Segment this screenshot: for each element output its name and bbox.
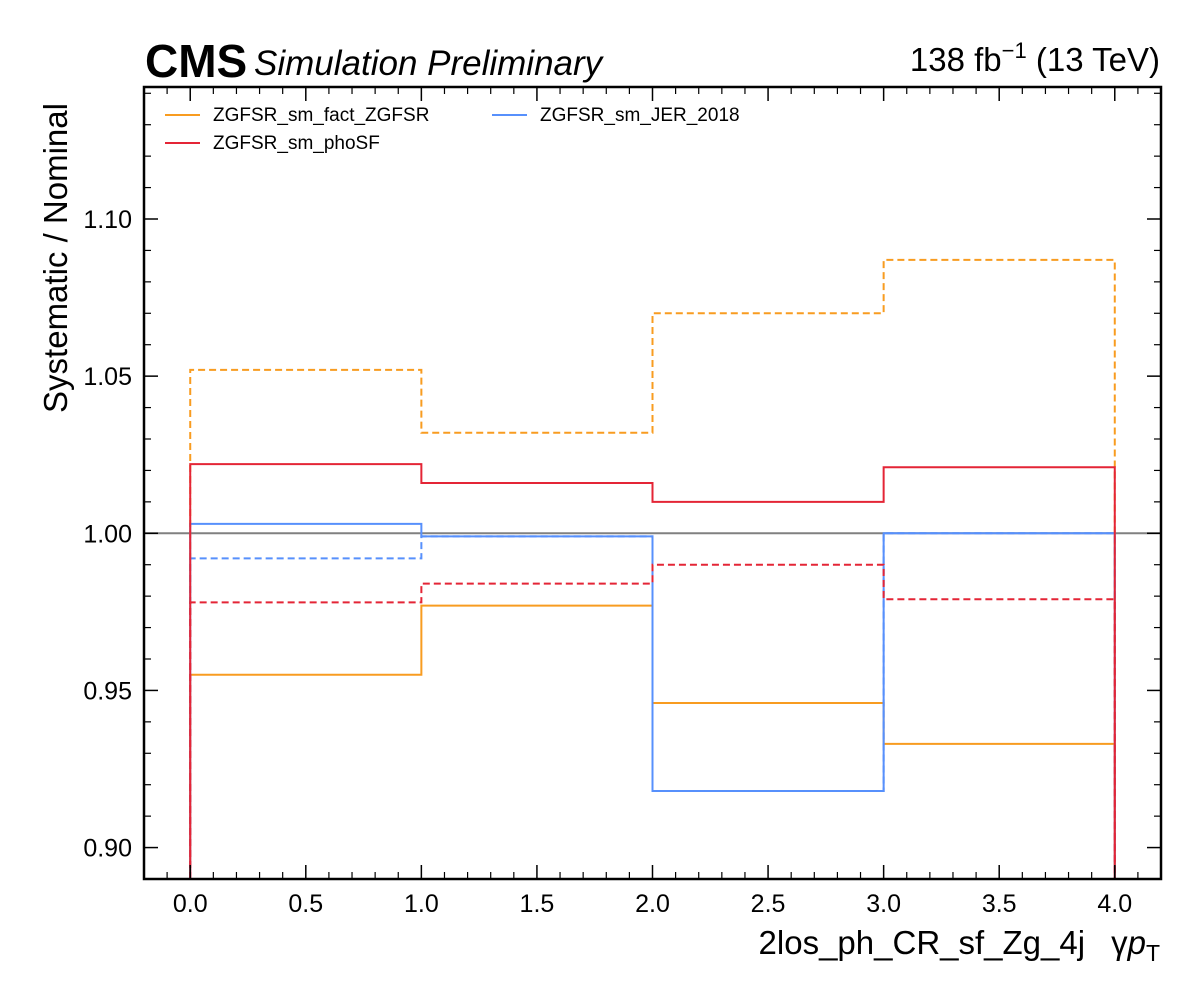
cms-label: CMS: [145, 35, 247, 87]
x-axis-label-main: 2los_ph_CR_sf_Zg_4j: [759, 924, 1086, 961]
series-zgfsr-sm-phosf-down: [189, 563, 1116, 879]
legend: ZGFSR_sm_fact_ZGFSR ZGFSR_sm_phoSF ZGFSR…: [165, 105, 740, 154]
lumi-exponent: −1: [1002, 38, 1027, 63]
energy-label: (13 TeV): [1027, 41, 1160, 78]
x-tick-label: 0.0: [173, 890, 208, 918]
plot-frame: [142, 85, 1163, 881]
x-tick-label: 2.5: [751, 890, 786, 918]
series-zgfsr-sm-jer-2018-down: [189, 532, 1116, 879]
y-tick-label: 1.10: [83, 206, 132, 234]
series-layer: [189, 258, 1116, 879]
y-axis-label: Systematic / Nominal: [37, 103, 74, 413]
x-tick-label: 1.5: [520, 890, 555, 918]
tick-label-layer: 0.0 0.5 1.0 1.5 2.0 2.5 3.0 3.5 4.0 0.90 0.95 1.00 1…: [83, 206, 1132, 918]
y-tick-label: 0.95: [83, 677, 132, 705]
x-axis-label-gamma: γ: [1111, 924, 1128, 961]
x-axis-label-sub: T: [1146, 940, 1160, 966]
legend-label-fact: ZGFSR_sm_fact_ZGFSR: [213, 105, 429, 126]
legend-label-jer: ZGFSR_sm_JER_2018: [540, 105, 740, 126]
lumi-value: 138 fb: [910, 41, 1002, 78]
x-tick-label: 3.5: [982, 890, 1017, 918]
status-label: Simulation Preliminary: [254, 44, 605, 83]
x-axis-label-var: p: [1127, 924, 1146, 961]
y-tick-label: 1.05: [83, 363, 132, 391]
x-tick-label: 0.5: [288, 890, 323, 918]
series-zgfsr-sm-fact-zgfsr-up: [189, 258, 1116, 879]
legend-label-phosf: ZGFSR_sm_phoSF: [213, 133, 380, 154]
y-tick-label: 1.00: [83, 520, 132, 548]
x-tick-label: 2.0: [635, 890, 670, 918]
x-tick-label: 1.0: [404, 890, 439, 918]
x-tick-label: 3.0: [866, 890, 901, 918]
series-zgfsr-sm-phosf-up: [189, 463, 1116, 879]
lumi-label: 138 fb−1 (13 TeV): [910, 38, 1160, 78]
x-tick-label: 4.0: [1097, 890, 1132, 918]
y-tick-label: 0.90: [83, 835, 132, 863]
x-axis-label: 2los_ph_CR_sf_Zg_4j γpT: [759, 924, 1160, 966]
